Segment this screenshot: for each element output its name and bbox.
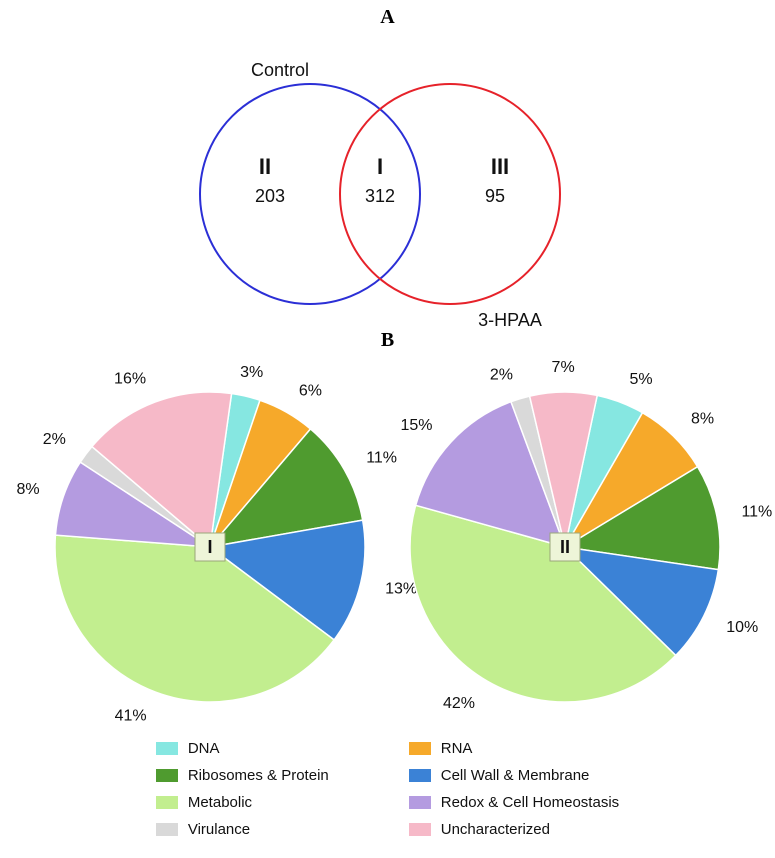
legend-item-rna: RNA: [409, 740, 619, 757]
legend-item-ribosomes: Ribosomes & Protein: [156, 767, 329, 784]
venn-svg: Control 3-HPAA II 203 I 312 III 95: [0, 29, 775, 329]
pie-label-uncharacterized: 16%: [114, 371, 146, 388]
pie-label-rna: 6%: [299, 382, 322, 399]
legend-item-virulance: Virulance: [156, 821, 329, 838]
venn-roman-ii: II: [259, 154, 271, 179]
venn-count-iii: 95: [485, 186, 505, 206]
pie-center-label: II: [560, 537, 570, 557]
legend: DNA RNA Ribosomes & Protein Cell Wall & Mem…: [156, 740, 619, 838]
legend-item-metabolic: Metabolic: [156, 794, 329, 811]
legend-item-uncharacterized: Uncharacterized: [409, 821, 619, 838]
pie-label-virulance: 2%: [490, 367, 513, 384]
legend-swatch: [409, 796, 431, 809]
pie-label-dna: 5%: [630, 371, 653, 388]
pie-charts: 3% 6% 11% 13% 41% 8% 2% 16% I 5% 8% 11% 10% 42% 15% 2% 7…: [0, 352, 775, 732]
venn-roman-iii: III: [491, 154, 509, 179]
pie-label-metabolic: 42%: [443, 695, 475, 712]
pies-svg: 3% 6% 11% 13% 41% 8% 2% 16% I 5% 8% 11% 10% 42% 15% 2% 7…: [0, 352, 775, 732]
pie-label-uncharacterized: 7%: [552, 359, 575, 376]
legend-label: Uncharacterized: [441, 821, 550, 838]
venn-diagram: Control 3-HPAA II 203 I 312 III 95: [0, 29, 775, 329]
legend-swatch: [156, 742, 178, 755]
pie-label-ribosomes: 11%: [366, 450, 397, 467]
legend-swatch: [156, 796, 178, 809]
legend-swatch: [156, 769, 178, 782]
legend-wrap: DNA RNA Ribosomes & Protein Cell Wall & Mem…: [0, 732, 775, 858]
venn-roman-i: I: [377, 154, 383, 179]
figure-root: A Control3-HPAAII203I312III95 B 3%6%11%1…: [0, 0, 775, 858]
legend-item-cellwall: Cell Wall & Membrane: [409, 767, 619, 784]
legend-swatch: [156, 823, 178, 836]
legend-label: Cell Wall & Membrane: [441, 767, 590, 784]
pie-center-label: I: [207, 537, 212, 557]
legend-label: Ribosomes & Protein: [188, 767, 329, 784]
legend-label: Redox & Cell Homeostasis: [441, 794, 619, 811]
pie-II: 5% 8% 11% 10% 42% 15% 2% 7% II: [400, 359, 772, 712]
pie-label-rna: 8%: [691, 410, 714, 427]
pie-label-redox: 15%: [400, 417, 432, 434]
panel-a-title: A: [0, 0, 775, 29]
legend-label: RNA: [441, 740, 473, 757]
legend-label: Metabolic: [188, 794, 252, 811]
legend-item-redox: Redox & Cell Homeostasis: [409, 794, 619, 811]
pie-I: 3% 6% 11% 13% 41% 8% 2% 16% I: [16, 364, 417, 725]
venn-label-3hpaa: 3-HPAA: [478, 310, 542, 329]
pie-label-ribosomes: 11%: [741, 503, 772, 520]
venn-label-control: Control: [251, 60, 309, 80]
legend-label: DNA: [188, 740, 220, 757]
panel-b-title: B: [0, 329, 775, 352]
pie-label-redox: 8%: [16, 481, 39, 498]
pie-label-cellwall: 13%: [385, 581, 417, 598]
pie-label-virulance: 2%: [43, 431, 66, 448]
legend-swatch: [409, 742, 431, 755]
legend-swatch: [409, 823, 431, 836]
venn-count-i: 312: [365, 186, 395, 206]
pie-label-cellwall: 10%: [726, 619, 758, 636]
pie-label-metabolic: 41%: [115, 707, 147, 724]
pie-label-dna: 3%: [240, 364, 263, 381]
legend-label: Virulance: [188, 821, 250, 838]
venn-count-ii: 203: [255, 186, 285, 206]
legend-swatch: [409, 769, 431, 782]
legend-item-dna: DNA: [156, 740, 329, 757]
